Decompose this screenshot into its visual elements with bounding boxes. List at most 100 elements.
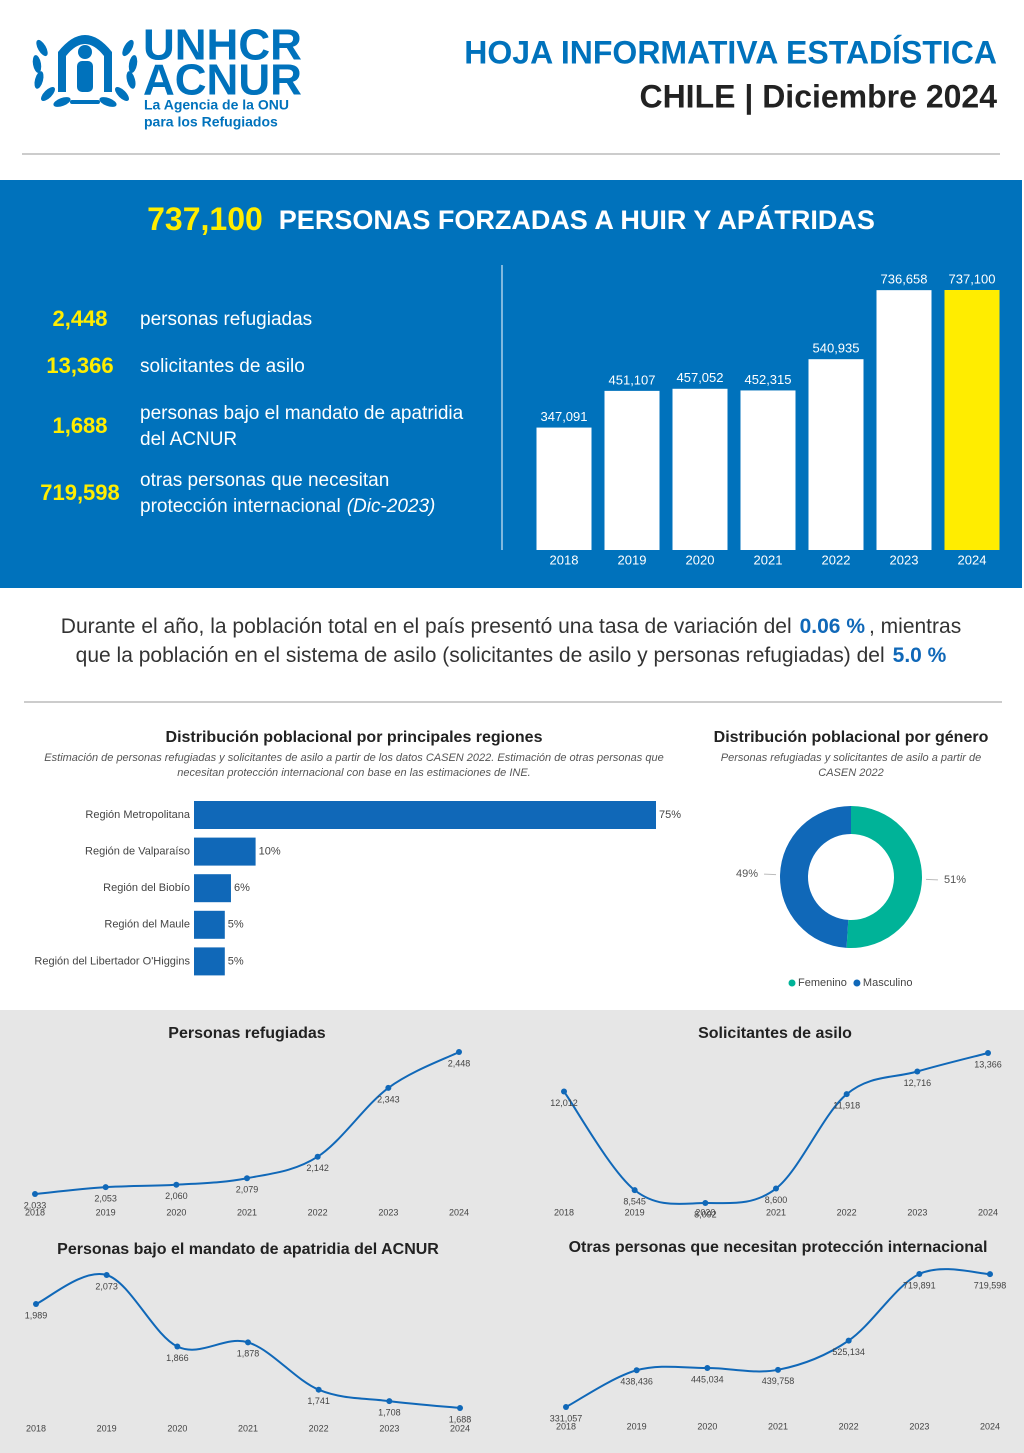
bar bbox=[194, 837, 256, 866]
chart-subtitle: Estimación de personas refugiadas y soli… bbox=[44, 752, 663, 764]
figure-head bbox=[78, 45, 92, 59]
summary-label: personas refugiadas bbox=[140, 309, 312, 330]
x-tick-label: 2018 bbox=[554, 1207, 574, 1217]
x-tick-label: 2022 bbox=[839, 1421, 859, 1431]
x-tick-label: 2019 bbox=[618, 552, 647, 567]
point-label: 2,343 bbox=[377, 1094, 400, 1104]
point-label: 2,142 bbox=[306, 1163, 329, 1173]
x-tick-label: 2020 bbox=[695, 1207, 715, 1217]
x-tick-label: 2022 bbox=[308, 1207, 328, 1217]
sheet-title: HOJA INFORMATIVA ESTADÍSTICA bbox=[464, 34, 997, 70]
data-point bbox=[456, 1049, 462, 1055]
legend-label: Femenino bbox=[798, 977, 847, 989]
chart-title: Solicitantes de asilo bbox=[698, 1025, 852, 1042]
bar-value-label: 75% bbox=[659, 809, 681, 821]
point-label: 1,989 bbox=[25, 1310, 48, 1320]
data-point bbox=[916, 1271, 923, 1277]
point-label: 445,034 bbox=[691, 1374, 724, 1384]
laurel-right bbox=[99, 39, 138, 107]
summary-label: personas bajo el mandato de apatridia bbox=[140, 403, 464, 424]
point-label: 13,366 bbox=[974, 1059, 1002, 1069]
bar-value-label: 457,052 bbox=[677, 370, 724, 385]
point-label: 1,878 bbox=[237, 1349, 260, 1359]
bar bbox=[536, 427, 592, 550]
data-point bbox=[244, 1175, 250, 1182]
data-point bbox=[987, 1271, 993, 1278]
data-point bbox=[33, 1301, 39, 1308]
x-tick-label: 2023 bbox=[378, 1207, 398, 1217]
data-point bbox=[845, 1337, 852, 1344]
legend-swatch bbox=[788, 979, 796, 987]
category-label: Región del Biobío bbox=[103, 882, 190, 894]
logo-name: UNHCR bbox=[143, 21, 302, 70]
x-tick-label: 2021 bbox=[754, 552, 783, 567]
bar bbox=[740, 390, 796, 550]
point-label: 1,688 bbox=[449, 1414, 472, 1424]
x-tick-label: 2023 bbox=[909, 1421, 929, 1431]
chart-title: Otras personas que necesitan protección … bbox=[569, 1239, 988, 1256]
category-label: Región Metropolitana bbox=[85, 809, 190, 821]
summary-value: 719,598 bbox=[40, 480, 120, 505]
logo-tagline: La Agencia de la ONU bbox=[144, 97, 289, 113]
statement-value: 0.06 % bbox=[800, 615, 866, 638]
chart-subtitle: CASEN 2022 bbox=[818, 767, 883, 779]
x-tick-label: 2020 bbox=[697, 1421, 717, 1431]
data-point bbox=[173, 1181, 180, 1188]
bar-value-label: 736,658 bbox=[881, 272, 928, 287]
x-tick-label: 2023 bbox=[379, 1423, 399, 1433]
point-label: 1,708 bbox=[378, 1407, 401, 1417]
slice-label: 51% bbox=[944, 874, 966, 886]
statement-text: , mientras bbox=[869, 615, 961, 638]
statement-value: 5.0 % bbox=[893, 644, 947, 667]
data-point bbox=[314, 1153, 321, 1160]
shelter-hands bbox=[58, 35, 112, 92]
x-tick-label: 2019 bbox=[625, 1207, 645, 1217]
category-label: Región de Valparaíso bbox=[85, 846, 190, 858]
point-label: 2,060 bbox=[165, 1191, 188, 1201]
x-tick-label: 2022 bbox=[837, 1207, 857, 1217]
chart-title: Personas refugiadas bbox=[168, 1025, 326, 1042]
bar-value-label: 452,315 bbox=[745, 372, 792, 387]
point-label: 2,448 bbox=[448, 1058, 471, 1068]
point-label: 719,598 bbox=[974, 1280, 1007, 1290]
data-point bbox=[775, 1366, 781, 1373]
chart-title: Personas bajo el mandato de apatridia de… bbox=[57, 1241, 439, 1258]
point-label: 8,545 bbox=[623, 1196, 646, 1206]
x-tick-label: 2019 bbox=[96, 1207, 116, 1217]
donut-slice bbox=[846, 806, 922, 948]
figure-base bbox=[70, 100, 100, 104]
point-label: 439,758 bbox=[762, 1376, 795, 1386]
data-point bbox=[174, 1343, 181, 1350]
x-tick-label: 2024 bbox=[978, 1207, 998, 1217]
bar bbox=[808, 359, 864, 550]
data-point bbox=[457, 1405, 463, 1411]
x-tick-label: 2023 bbox=[890, 552, 919, 567]
x-tick-label: 2021 bbox=[766, 1207, 786, 1217]
bar-value-label: 451,107 bbox=[609, 372, 656, 387]
point-label: 2,053 bbox=[94, 1194, 117, 1204]
bar-value-label: 6% bbox=[234, 882, 250, 894]
summary-label: protección internacional (Dic-2023) bbox=[140, 496, 435, 517]
x-tick-label: 2022 bbox=[309, 1423, 329, 1433]
data-point bbox=[386, 1398, 393, 1405]
logo-emblem bbox=[32, 35, 138, 107]
trend-panel bbox=[0, 1010, 1024, 1453]
data-point bbox=[773, 1185, 779, 1192]
bar-value-label: 5% bbox=[228, 955, 244, 967]
x-tick-label: 2020 bbox=[686, 552, 715, 567]
point-label: 438,436 bbox=[620, 1377, 653, 1387]
data-point bbox=[631, 1187, 638, 1194]
statement-text: Durante el año, la población total en el… bbox=[61, 615, 792, 638]
figure-body bbox=[77, 61, 93, 92]
data-point bbox=[563, 1404, 569, 1410]
bar bbox=[672, 388, 728, 550]
x-tick-label: 2023 bbox=[907, 1207, 927, 1217]
x-tick-label: 2018 bbox=[26, 1423, 46, 1433]
chart-title: Distribución poblacional por principales… bbox=[166, 729, 543, 746]
headline-text: PERSONAS FORZADAS A HUIR Y APÁTRIDAS bbox=[279, 204, 875, 235]
x-tick-label: 2024 bbox=[450, 1423, 470, 1433]
data-point bbox=[561, 1088, 567, 1095]
bar-value-label: 347,091 bbox=[541, 409, 588, 424]
x-tick-label: 2018 bbox=[556, 1421, 576, 1431]
